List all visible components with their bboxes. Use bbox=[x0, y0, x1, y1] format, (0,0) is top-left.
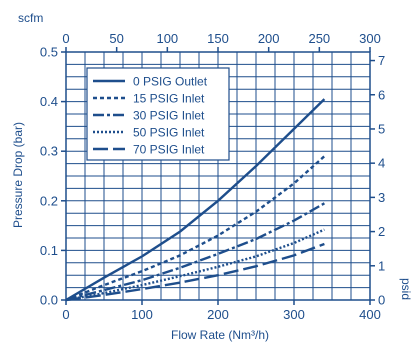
x2-tick-label: 300 bbox=[359, 31, 381, 46]
y2-tick-label: 2 bbox=[378, 224, 385, 239]
x2-axis-title: scfm bbox=[18, 11, 43, 25]
x-tick-label: 400 bbox=[359, 307, 381, 322]
series-line-5 bbox=[65, 242, 325, 302]
series-line-3 bbox=[65, 202, 325, 302]
y2-tick-label: 0 bbox=[378, 293, 385, 308]
y2-tick-label: 6 bbox=[378, 87, 385, 102]
legend: 0 PSIG Outlet 15 PSIG Inlet 30 PSIG Inlet 5… bbox=[86, 67, 230, 161]
legend-label: 15 PSIG Inlet bbox=[133, 92, 205, 106]
y-tick-label: 0.1 bbox=[40, 243, 58, 258]
legend-label: 50 PSIG Inlet bbox=[133, 126, 205, 140]
y-tick-label: 0.0 bbox=[40, 293, 58, 308]
x2-tick-label: 0 bbox=[62, 31, 69, 46]
series-line-2 bbox=[65, 155, 326, 302]
legend-label: 0 PSIG Outlet bbox=[133, 75, 208, 89]
y-axis-title: Pressure Drop (bar) bbox=[11, 122, 25, 228]
y2-tick-label: 1 bbox=[378, 258, 385, 273]
series-line-1 bbox=[65, 98, 326, 302]
x2-tick-label: 200 bbox=[258, 31, 280, 46]
x2-tick-label: 50 bbox=[109, 31, 123, 46]
series-line-4 bbox=[65, 228, 325, 302]
y2-tick-label: 7 bbox=[378, 53, 385, 68]
x-tick-label: 0 bbox=[62, 307, 69, 322]
y-tick-label: 0.5 bbox=[40, 45, 58, 60]
x-tick-label: 200 bbox=[207, 307, 229, 322]
y-tick-label: 0.3 bbox=[40, 144, 58, 159]
series-lines bbox=[65, 98, 326, 302]
y2-tick-label: 5 bbox=[378, 121, 385, 136]
legend-label: 30 PSIG Inlet bbox=[133, 109, 205, 123]
y-tick-label: 0.4 bbox=[40, 94, 58, 109]
x2-tick-label: 150 bbox=[207, 31, 229, 46]
y-tick-label: 0.2 bbox=[40, 193, 58, 208]
legend-label: 70 PSIG Inlet bbox=[133, 143, 205, 157]
x-tick-label: 300 bbox=[283, 307, 305, 322]
y2-tick-label: 3 bbox=[378, 190, 385, 205]
x-axis-title: Flow Rate (Nm³/h) bbox=[171, 328, 269, 342]
y2-tick-label: 4 bbox=[378, 156, 385, 171]
y2-axis-title: psid bbox=[399, 278, 412, 300]
x2-tick-label: 250 bbox=[308, 31, 330, 46]
x2-tick-label: 100 bbox=[156, 31, 178, 46]
x-tick-label: 100 bbox=[131, 307, 153, 322]
